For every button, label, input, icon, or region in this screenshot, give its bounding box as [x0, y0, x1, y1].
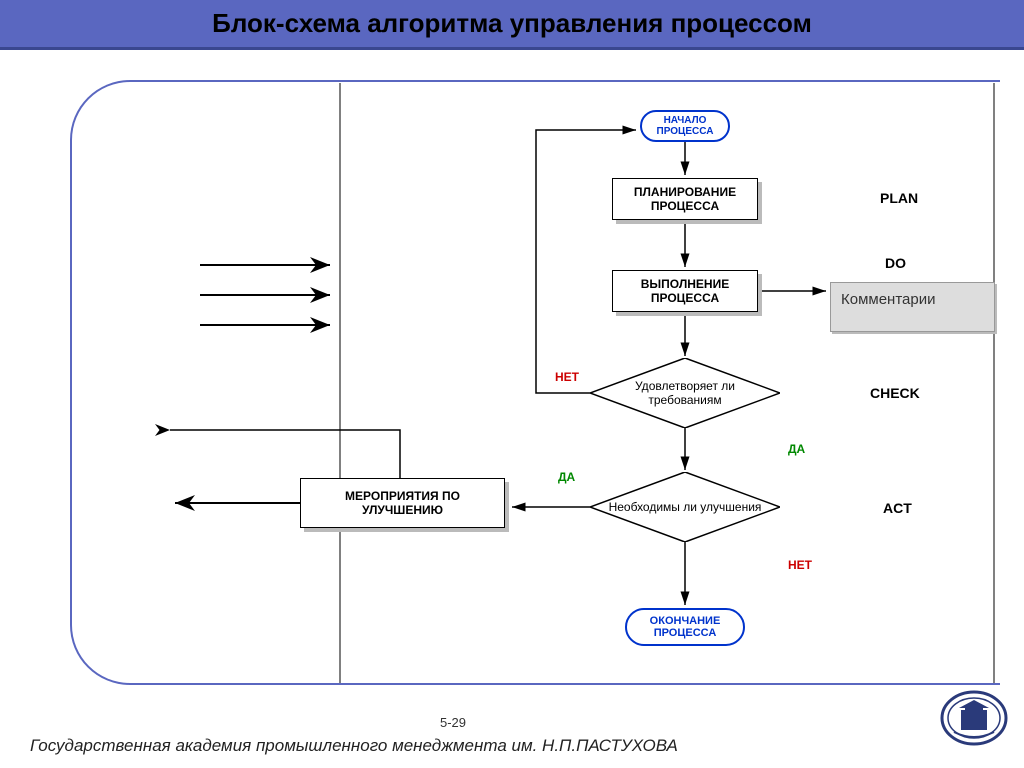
- label-yes-1: ДА: [788, 442, 805, 456]
- phase-check: CHECK: [870, 385, 920, 401]
- node-planning: ПЛАНИРОВАНИЕ ПРОЦЕССА: [612, 178, 758, 220]
- label-no-1: НЕТ: [555, 370, 579, 384]
- node-end: ОКОНЧАНИЕ ПРОЦЕССА: [625, 608, 745, 646]
- node-check-requirements: Удовлетворяет ли требованиям: [590, 358, 780, 428]
- comment-box: Комментарии: [830, 282, 995, 332]
- node-planning-text: ПЛАНИРОВАНИЕ ПРОЦЕССА: [621, 185, 749, 214]
- node-end-text: ОКОНЧАНИЕ ПРОЦЕССА: [627, 615, 743, 639]
- comment-text: Комментарии: [841, 291, 935, 308]
- flowchart-svg: [0, 0, 1024, 768]
- label-no-2: НЕТ: [788, 558, 812, 572]
- node-actions-text: МЕРОПРИЯТИЯ ПО УЛУЧШЕНИЮ: [309, 489, 496, 518]
- phase-do: DO: [885, 255, 906, 271]
- phase-act: ACT: [883, 500, 912, 516]
- academy-logo-icon: [939, 688, 1009, 748]
- node-execution-text: ВЫПОЛНЕНИЕ ПРОЦЕССА: [621, 277, 749, 306]
- node-start-text: НАЧАЛО ПРОЦЕССА: [642, 115, 728, 137]
- node-start: НАЧАЛО ПРОЦЕССА: [640, 110, 730, 142]
- node-improve-text: Необходимы ли улучшения: [590, 472, 780, 542]
- phase-plan: PLAN: [880, 190, 918, 206]
- node-improve-needed: Необходимы ли улучшения: [590, 472, 780, 542]
- node-check-text: Удовлетворяет ли требованиям: [590, 358, 780, 428]
- page-title: Блок-схема алгоритма управления процессо…: [0, 8, 1024, 39]
- label-yes-2: ДА: [558, 470, 575, 484]
- node-improvement-actions: МЕРОПРИЯТИЯ ПО УЛУЧШЕНИЮ: [300, 478, 505, 528]
- node-execution: ВЫПОЛНЕНИЕ ПРОЦЕССА: [612, 270, 758, 312]
